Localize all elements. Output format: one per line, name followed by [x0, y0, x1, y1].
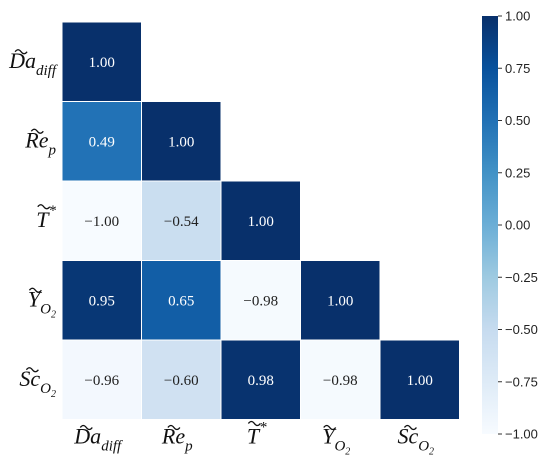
row-label-3: YO2 [28, 286, 56, 320]
tilde-mark [167, 424, 181, 431]
cell-value-label: −0.96 [84, 373, 119, 389]
variable-subscript: p [48, 142, 57, 158]
variable-subscript: O [334, 439, 345, 455]
variable-symbol: Da [8, 48, 36, 73]
variable-subsubscript: 2 [51, 389, 56, 400]
variable-symbol: Sc [19, 366, 40, 391]
variable-subsubscript: 2 [345, 447, 350, 458]
colorbar-tick-label: 0.50 [505, 113, 530, 128]
row-label-3-text: YO2 [28, 286, 56, 320]
cell-value-label: 1.00 [168, 134, 194, 150]
colorbar-tick-label: −1.00 [505, 427, 538, 442]
row-label-1: Rep [24, 127, 56, 158]
tilde-mark [247, 420, 261, 427]
cell-value-label: −0.98 [323, 373, 358, 389]
colorbar-tick-label: 0.75 [505, 61, 530, 76]
tilde-mark [37, 204, 51, 210]
variable-subscript: O [418, 439, 429, 455]
cell-value-label: 1.00 [248, 214, 274, 230]
tilde-mark [14, 49, 28, 55]
colorbar-tick-label: −0.25 [505, 270, 538, 285]
tilde-mark [30, 128, 44, 134]
variable-superscript: * [259, 420, 267, 436]
column-label-3: YO2 [322, 424, 350, 458]
colorbar-tick-label: 0.25 [505, 165, 530, 180]
row-label-2: T* [36, 203, 56, 232]
column-label-1-text: Rep [161, 424, 193, 455]
colorbar-tick-label: −0.50 [505, 322, 538, 337]
cell-value-label: 1.00 [407, 373, 433, 389]
heatmap-cell-r3-c3 [300, 260, 381, 341]
column-label-4: ScO2 [397, 424, 434, 458]
variable-subscript: diff [36, 63, 58, 79]
heatmap-cell-r1-c0 [61, 101, 142, 182]
variable-subscript: diff [101, 439, 123, 455]
heatmap-cell-r4-c2 [220, 339, 301, 420]
cell-value-label: −1.00 [84, 214, 119, 230]
heatmap-cell-r4-c3 [300, 339, 381, 420]
cell-value-label: 1.00 [89, 55, 115, 71]
variable-symbol: Da [73, 424, 101, 449]
tilde-mark [28, 287, 42, 293]
heatmap-cells: 1.00 0.49 1.00 −1.00 −0.54 1.00 0.95 0.65 −0.98 1… [61, 21, 460, 420]
tilde-mark [323, 424, 337, 431]
tilde-mark [79, 424, 93, 431]
variable-subscript: O [40, 301, 51, 317]
column-label-3-text: YO2 [322, 424, 350, 458]
variable-symbol: T [247, 424, 261, 449]
row-label-0-text: Dadiff [8, 48, 58, 79]
cell-value-label: −0.54 [164, 214, 199, 230]
variable-subsubscript: 2 [51, 309, 56, 320]
column-label-2-text: T* [247, 420, 267, 449]
cell-value-label: 0.65 [168, 293, 194, 309]
row-label-2-text: T* [36, 203, 56, 232]
cell-value-label: 1.00 [327, 293, 353, 309]
colorbar-tick-label: −0.75 [505, 374, 538, 389]
heatmap-cell-r2-c1 [141, 180, 222, 261]
column-label-0-text: Dadiff [73, 424, 123, 455]
tilde-mark [403, 424, 417, 431]
variable-subscript: p [184, 439, 193, 455]
heatmap-cell-r2-c2 [220, 180, 301, 261]
heatmap-cell-r4-c1 [141, 339, 222, 420]
tilde-mark [25, 367, 39, 373]
colorbar: 1.00 0.75 0.50 0.25 0.00 −0.25 −0.50 −0.75 −1.00 [482, 9, 538, 442]
variable-symbol: Sc [397, 424, 418, 449]
colorbar-gradient [482, 16, 498, 434]
heatmap-cell-r4-c4 [379, 339, 460, 420]
variable-symbol: T [36, 207, 50, 232]
variable-symbol: Re [161, 424, 185, 449]
heatmap-cell-r1-c1 [141, 101, 222, 182]
colorbar-tick-label: 0.00 [505, 218, 530, 233]
column-label-1: Rep [161, 424, 193, 455]
variable-subsubscript: 2 [429, 447, 434, 458]
variable-superscript: * [49, 203, 57, 219]
variable-subscript: O [40, 381, 51, 397]
column-label-2: T* [247, 420, 267, 449]
heatmap-cell-r3-c1 [141, 260, 222, 341]
row-label-4: ScO2 [19, 366, 56, 400]
cell-value-label: −0.60 [164, 373, 199, 389]
cell-value-label: 0.49 [89, 134, 115, 150]
cell-value-label: 0.95 [89, 293, 115, 309]
colorbar-tick-label: 1.00 [505, 9, 530, 24]
cell-value-label: −0.98 [243, 293, 278, 309]
cell-value-label: 0.98 [248, 373, 274, 389]
heatmap-cell-r0-c0 [61, 21, 142, 102]
variable-symbol: Re [24, 127, 48, 152]
column-label-0: Dadiff [73, 424, 123, 455]
heatmap-cell-r2-c0 [61, 180, 142, 261]
row-label-1-text: Rep [24, 127, 56, 158]
row-label-0: Dadiff [8, 48, 58, 79]
